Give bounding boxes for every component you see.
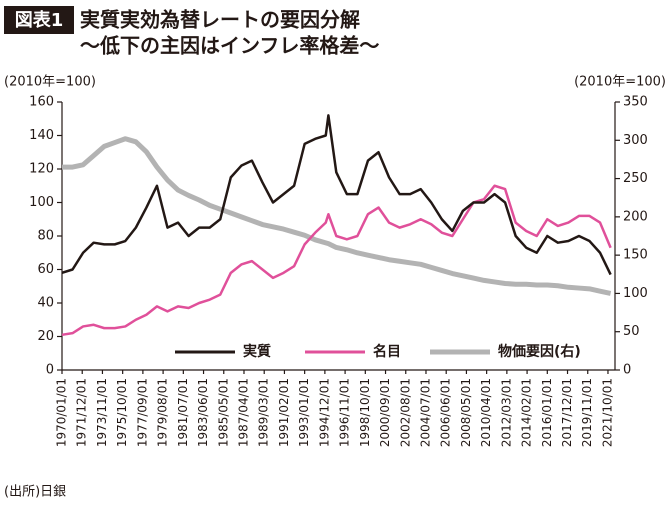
badge: 図表1 [15,9,64,31]
x-tick-label: 2004/07/01 [418,378,432,447]
y2-tick-label: 350 [623,95,648,110]
chart-title: 実質実効為替レートの要因分解 [80,8,360,32]
y2-tick-label: 300 [623,133,648,148]
x-tick-label: 1983/06/01 [196,378,210,447]
y-tick-label: 0 [46,363,54,378]
source: (出所)日銀 [4,485,66,500]
y2-tick-label: 50 [623,324,640,339]
y-tick-label: 160 [29,95,54,110]
y2-tick-label: 200 [623,209,648,224]
x-tick-label: 2016/01/01 [540,378,554,447]
y2-tick-label: 0 [623,363,631,378]
series-line [61,184,612,337]
x-tick-label: 2012/03/01 [499,378,513,447]
legend-label: 実質 [243,343,271,360]
legend-label: 名目 [373,343,401,360]
x-tick-label: 1993/01/01 [297,378,311,447]
y2-tick-label: 150 [623,248,648,263]
x-tick-label: 2006/06/01 [439,378,453,447]
x-tick-label: 1996/11/01 [338,378,352,447]
x-tick-label: 2017/12/01 [560,378,574,447]
legend-label: 物価要因(右) [498,343,581,360]
x-tick-label: 1971/12/01 [75,378,89,447]
y2-axis-label: (2010年=100) [574,75,666,90]
x-tick-label: 1994/12/01 [317,378,331,447]
y-tick-label: 140 [29,128,54,143]
x-tick-label: 2014/02/01 [520,378,534,447]
x-tick-label: 2000/09/01 [378,378,392,447]
y2-tick-label: 250 [623,171,648,186]
x-tick-label: 1998/10/01 [358,378,372,447]
badge-box [4,6,74,34]
x-tick-label: 1970/01/01 [55,378,69,447]
y-tick-label: 100 [29,195,54,210]
x-tick-label: 1991/02/01 [277,378,291,447]
y2-tick-label: 100 [623,286,648,301]
x-tick-label: 2021/10/01 [600,378,614,447]
x-tick-label: 2019/11/01 [580,378,594,447]
y-tick-label: 20 [37,329,54,344]
y-tick-label: 40 [37,296,54,311]
x-tick-label: 1987/04/01 [236,378,250,447]
y-tick-label: 60 [37,262,54,277]
x-tick-label: 1975/10/01 [115,378,129,447]
series-line [61,114,612,276]
x-tick-label: 1989/03/01 [257,378,271,447]
y-axis-label: (2010年=100) [4,75,96,90]
x-tick-label: 2010/04/01 [479,378,493,447]
x-tick-label: 1979/08/01 [156,378,170,447]
x-tick-label: 1973/11/01 [95,378,109,447]
x-tick-label: 1985/05/01 [216,378,230,447]
x-tick-label: 2008/05/01 [459,378,473,447]
y-tick-label: 80 [37,229,54,244]
x-tick-label: 1981/07/01 [176,378,190,447]
x-tick-label: 2002/08/01 [398,378,412,447]
x-tick-label: 1977/09/01 [135,378,149,447]
series-line [62,136,612,296]
y-tick-label: 120 [29,162,54,177]
chart-subtitle: 〜低下の主因はインフレ率格差〜 [80,34,379,58]
